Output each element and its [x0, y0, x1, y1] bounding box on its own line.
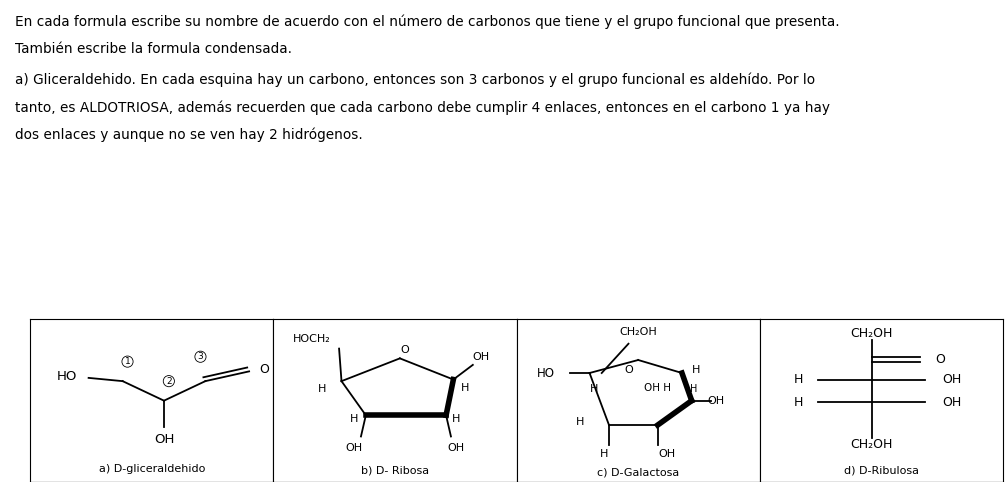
- Text: 3: 3: [198, 352, 204, 361]
- Text: tanto, es ALDOTRIOSA, además recuerden que cada carbono debe cumplir 4 enlaces, : tanto, es ALDOTRIOSA, además recuerden q…: [15, 101, 830, 115]
- Text: a) Gliceraldehido. En cada esquina hay un carbono, entonces son 3 carbonos y el : a) Gliceraldehido. En cada esquina hay u…: [15, 73, 815, 87]
- Text: OH: OH: [659, 449, 676, 459]
- Text: H: H: [692, 365, 701, 375]
- Text: H: H: [794, 373, 803, 386]
- Text: OH H: OH H: [644, 383, 671, 393]
- Text: b) D- Ribosa: b) D- Ribosa: [361, 466, 429, 476]
- Text: OH: OH: [942, 373, 962, 386]
- Text: H: H: [690, 384, 698, 394]
- Text: d) D-Ribulosa: d) D-Ribulosa: [844, 466, 919, 476]
- Text: HOCH₂: HOCH₂: [293, 334, 331, 344]
- Text: OH: OH: [154, 433, 174, 446]
- Text: CH₂OH: CH₂OH: [851, 438, 893, 451]
- Text: 1: 1: [125, 357, 130, 366]
- Text: HO: HO: [537, 366, 554, 379]
- Text: H: H: [794, 396, 803, 409]
- Text: CH₂OH: CH₂OH: [851, 327, 893, 340]
- Text: O: O: [934, 353, 944, 366]
- Text: En cada formula escribe su nombre de acuerdo con el número de carbonos que tiene: En cada formula escribe su nombre de acu…: [15, 14, 840, 28]
- Text: También escribe la formula condensada.: También escribe la formula condensada.: [15, 42, 292, 56]
- Text: c) D-Galactosa: c) D-Galactosa: [597, 467, 679, 477]
- Text: dos enlaces y aunque no se ven hay 2 hidrógenos.: dos enlaces y aunque no se ven hay 2 hid…: [15, 127, 363, 142]
- Text: OH: OH: [473, 352, 490, 362]
- Text: O: O: [624, 365, 633, 375]
- Text: H: H: [318, 384, 327, 394]
- Text: H: H: [600, 449, 609, 459]
- Text: OH: OH: [708, 396, 725, 406]
- Text: OH: OH: [345, 443, 362, 453]
- Text: OH: OH: [942, 396, 962, 409]
- Text: H: H: [462, 383, 470, 393]
- Text: OH: OH: [448, 443, 465, 453]
- Text: a) D-gliceraldehido: a) D-gliceraldehido: [99, 464, 205, 474]
- Text: H: H: [576, 417, 584, 427]
- Text: H: H: [591, 384, 599, 394]
- Text: H: H: [452, 414, 460, 424]
- Text: CH₂OH: CH₂OH: [619, 327, 657, 337]
- Text: 2: 2: [166, 376, 171, 386]
- Text: O: O: [259, 363, 269, 376]
- Text: H: H: [350, 414, 358, 424]
- Text: HO: HO: [56, 370, 77, 383]
- Text: O: O: [400, 345, 409, 355]
